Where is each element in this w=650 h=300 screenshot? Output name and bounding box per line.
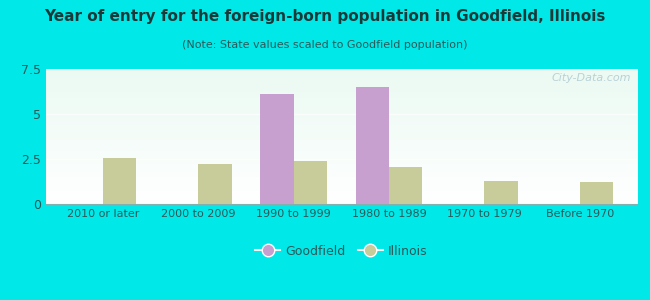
Bar — [103, 158, 136, 204]
Bar — [389, 167, 422, 204]
Bar — [356, 87, 389, 204]
Bar — [484, 181, 518, 204]
Text: Year of entry for the foreign-born population in Goodfield, Illinois: Year of entry for the foreign-born popul… — [44, 9, 606, 24]
Bar — [260, 94, 294, 204]
Bar — [198, 164, 231, 204]
Text: City-Data.com: City-Data.com — [552, 73, 631, 83]
Bar — [580, 182, 613, 204]
Text: (Note: State values scaled to Goodfield population): (Note: State values scaled to Goodfield … — [182, 40, 468, 50]
Bar — [294, 161, 327, 204]
Legend: Goodfield, Illinois: Goodfield, Illinois — [250, 239, 432, 262]
